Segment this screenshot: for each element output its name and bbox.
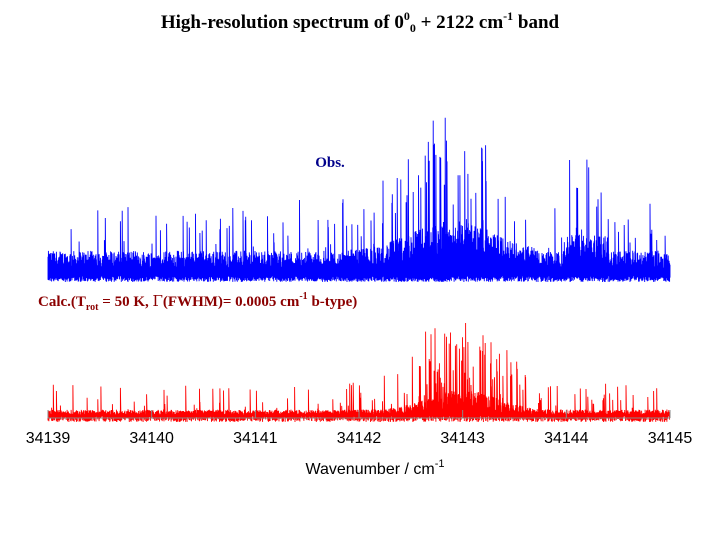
x-tick-label: 34142 [337, 430, 382, 447]
calc-series [47, 322, 671, 423]
x-tick-label: 34144 [544, 430, 589, 447]
obs-series [47, 117, 671, 283]
x-axis-ticks: 34139 34140 34141 34142 34143 34144 34145 [26, 410, 693, 447]
obs-trace-line [47, 117, 671, 283]
x-tick-label: 34140 [129, 430, 174, 447]
calc-series-label: Calc.(Trot = 50 K, Γ(FWHM)= 0.0005 cm-1 … [38, 291, 357, 313]
x-tick-label: 34143 [440, 430, 485, 447]
x-tick-label: 34139 [26, 430, 71, 447]
x-tick-label: 34145 [648, 430, 693, 447]
x-axis-label: Wavenumber / cm-1 [306, 458, 445, 478]
x-tick-label: 34141 [233, 430, 278, 447]
obs-series-label: Obs. [315, 155, 345, 171]
chart-title: High-resolution spectrum of 000 + 2122 c… [161, 9, 560, 35]
calc-trace-line [47, 322, 671, 423]
